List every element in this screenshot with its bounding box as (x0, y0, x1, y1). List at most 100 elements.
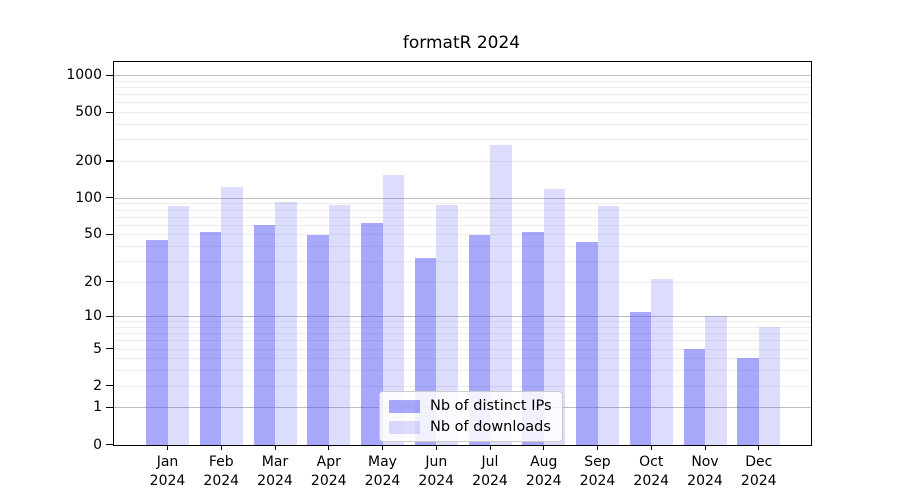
month-label: Mar (261, 454, 289, 470)
year-label: 2024 (579, 473, 616, 489)
legend-label: Nb of downloads (430, 419, 551, 435)
year-label: 2024 (418, 473, 455, 489)
bar-oct-distinct-ips (629, 311, 652, 445)
minor-gridline (114, 87, 811, 89)
y-axis-tick-label: 1000 (66, 67, 102, 84)
x-axis-tick (489, 444, 491, 450)
bar-mar-downloads (275, 202, 297, 445)
bar-feb-distinct-ips (199, 232, 222, 445)
x-axis-tick-label: Dec 2024 (719, 453, 799, 491)
legend-label: Nb of distinct IPs (430, 398, 552, 414)
year-label: 2024 (633, 473, 670, 489)
y-axis-tick (106, 111, 114, 113)
bar-apr-distinct-ips (307, 235, 329, 445)
year-label: 2024 (149, 473, 186, 489)
y-axis-tick-label: 2 (93, 377, 102, 394)
month-label: Jun (425, 454, 448, 470)
minor-gridline (114, 370, 811, 372)
legend-item-downloads: Nb of downloads (389, 419, 552, 435)
x-axis-tick (167, 444, 169, 450)
y-axis-tick-label: 0 (93, 436, 102, 453)
plot-area: 0 1 2 5 10 20 50 100 200 500 1000 Jan 2024 Feb 2024 Mar… (66, 61, 812, 489)
y-axis-tick (106, 74, 114, 76)
x-axis-tick-label: Jul 2024 (450, 453, 530, 491)
month-label: Apr (316, 454, 341, 470)
x-axis-tick-label: Feb 2024 (181, 453, 261, 491)
minor-gridline (114, 124, 811, 126)
x-axis-tick-label: Apr 2024 (289, 453, 369, 491)
minor-gridline (114, 385, 811, 387)
minor-gridline (114, 348, 811, 350)
month-label: Feb (208, 454, 234, 470)
minor-gridline (114, 102, 811, 104)
x-axis-tick-label: Jun 2024 (396, 453, 476, 491)
minor-gridline (114, 224, 811, 226)
month-label: Dec (745, 454, 773, 470)
bar-mar-distinct-ips (253, 224, 275, 445)
y-axis-tick (106, 348, 114, 350)
legend-item-distinct-ips: Nb of distinct IPs (389, 398, 552, 414)
year-label: 2024 (310, 473, 347, 489)
x-axis-tick (543, 444, 545, 450)
bar-oct-downloads (651, 279, 673, 445)
month-label: May (368, 454, 397, 470)
minor-gridline (114, 139, 811, 141)
minor-gridline (114, 160, 811, 162)
x-axis-tick-label: Aug 2024 (504, 453, 584, 491)
minor-gridline (114, 321, 811, 323)
y-axis-tick-label: 1 (93, 399, 102, 416)
y-axis-tick (106, 197, 114, 199)
month-label: Sep (584, 454, 611, 470)
x-axis-tick (650, 444, 652, 450)
x-axis-tick (220, 444, 222, 450)
minor-gridline (114, 281, 811, 283)
major-gridline (114, 316, 811, 318)
year-label: 2024 (740, 473, 777, 489)
year-label: 2024 (525, 473, 562, 489)
x-axis-tick (328, 444, 330, 450)
month-label: Jul (481, 454, 499, 470)
y-axis-tick (106, 315, 114, 317)
minor-gridline (114, 358, 811, 360)
bar-may-downloads (382, 175, 404, 445)
x-axis-tick-label: May 2024 (343, 453, 423, 491)
x-axis-tick-label: Oct 2024 (611, 453, 691, 491)
minor-gridline (114, 333, 811, 335)
bar-dec-distinct-ips (737, 358, 759, 445)
minor-gridline (114, 112, 811, 114)
x-axis-tick (274, 444, 276, 450)
y-axis-tick-label: 500 (75, 104, 102, 121)
x-axis-tick (758, 444, 760, 450)
minor-gridline (114, 203, 811, 205)
minor-gridline (114, 340, 811, 342)
minor-gridline (114, 80, 811, 82)
x-axis-tick (597, 444, 599, 450)
month-label: Aug (530, 454, 558, 470)
year-label: 2024 (257, 473, 293, 489)
y-axis-tick-label: 100 (75, 189, 102, 206)
y-axis-tick-label: 10 (84, 308, 102, 325)
y-axis-tick (106, 444, 114, 446)
major-gridline (114, 197, 811, 199)
y-axis-tick-label: 20 (84, 273, 102, 290)
year-label: 2024 (364, 473, 401, 489)
bar-apr-downloads (328, 205, 351, 445)
bar-aug-downloads (543, 189, 566, 445)
bar-sep-distinct-ips (576, 242, 598, 445)
bar-jan-distinct-ips (146, 239, 168, 445)
minor-gridline (114, 260, 811, 262)
minor-gridline (114, 209, 811, 211)
x-axis-tick-label: Jan 2024 (128, 453, 208, 491)
legend: Nb of distinct IPs Nb of downloads (379, 391, 563, 442)
y-axis-tick-label: 50 (84, 226, 102, 243)
x-axis-tick-label: Nov 2024 (665, 453, 745, 491)
bar-feb-downloads (221, 186, 243, 445)
month-label: Jan (156, 454, 179, 470)
y-axis-tick (106, 385, 114, 387)
minor-gridline (114, 94, 811, 96)
x-axis-tick (704, 444, 706, 450)
bar-dec-downloads (758, 327, 781, 445)
legend-swatch-downloads (389, 420, 420, 434)
x-axis-tick (382, 444, 384, 450)
